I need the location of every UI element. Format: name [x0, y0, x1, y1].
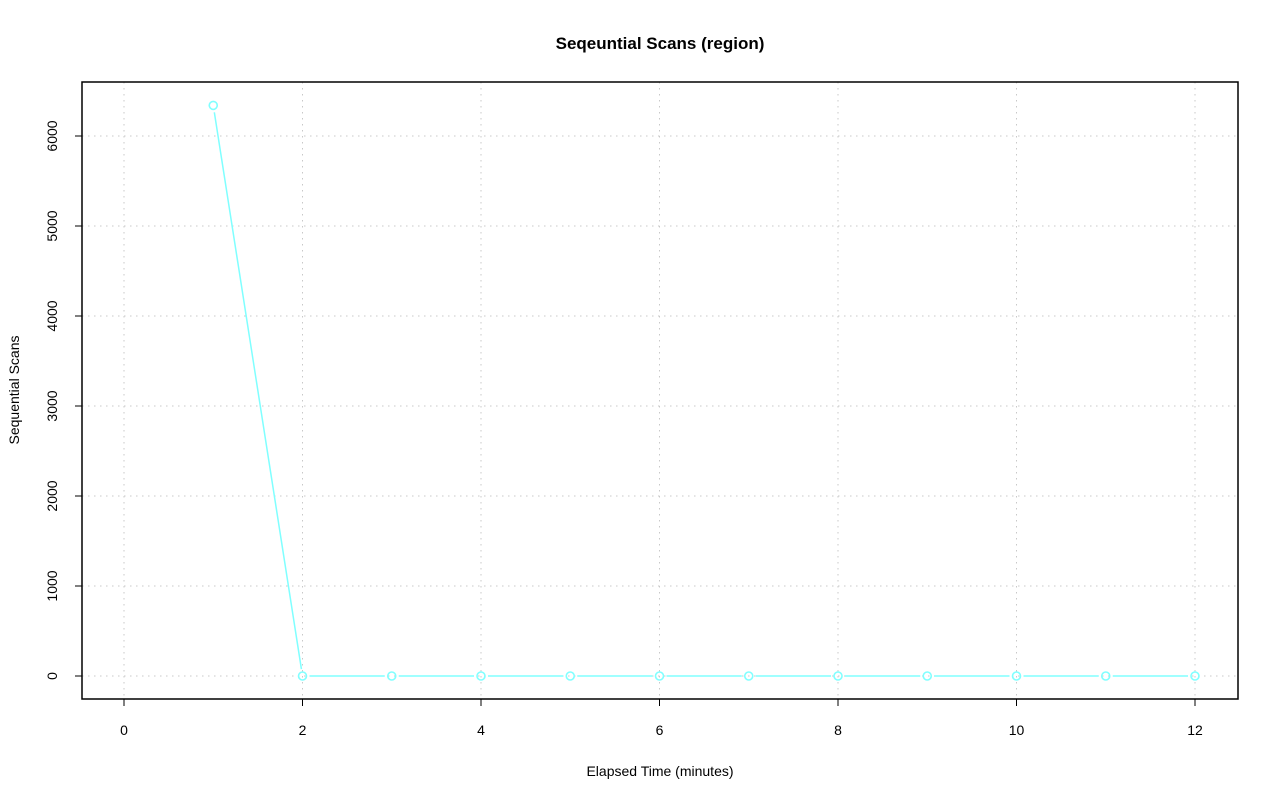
x-tick-label: 0 — [120, 722, 128, 738]
series-line-segment — [213, 112, 303, 670]
data-point — [565, 671, 576, 681]
data-point — [1190, 671, 1200, 681]
y-tick-label: 1000 — [44, 570, 60, 601]
y-tick-label: 5000 — [44, 210, 60, 241]
data-point — [743, 671, 754, 681]
data-point — [208, 100, 219, 111]
data-point — [476, 671, 486, 681]
data-point — [922, 671, 933, 681]
y-axis-label: Sequential Scans — [6, 336, 22, 445]
plot-frame — [81, 81, 1239, 700]
grid — [82, 82, 1238, 699]
x-tick-label: 8 — [834, 722, 842, 738]
series — [208, 100, 1200, 681]
x-tick-label: 10 — [1009, 722, 1025, 738]
data-point — [1100, 671, 1111, 681]
x-tick-label: 12 — [1187, 722, 1203, 738]
y-tick-label: 6000 — [44, 120, 60, 151]
chart-title: Seqeuntial Scans (region) — [556, 34, 765, 53]
data-point — [386, 671, 397, 681]
axes: 0 2 4 6 8 10 12 0 1000 2000 3000 4000 5000 6000 — [44, 120, 1203, 738]
data-point — [833, 671, 843, 681]
x-tick-label: 4 — [477, 722, 485, 738]
data-point — [654, 671, 665, 681]
data-point — [297, 671, 308, 681]
y-tick-label: 2000 — [44, 480, 60, 511]
x-tick-label: 6 — [656, 722, 664, 738]
y-tick-label: 3000 — [44, 390, 60, 421]
x-tick-label: 2 — [299, 722, 307, 738]
y-tick-label: 0 — [44, 672, 60, 680]
data-point — [1011, 671, 1022, 681]
x-axis-label: Elapsed Time (minutes) — [586, 763, 733, 779]
y-tick-label: 4000 — [44, 300, 60, 331]
